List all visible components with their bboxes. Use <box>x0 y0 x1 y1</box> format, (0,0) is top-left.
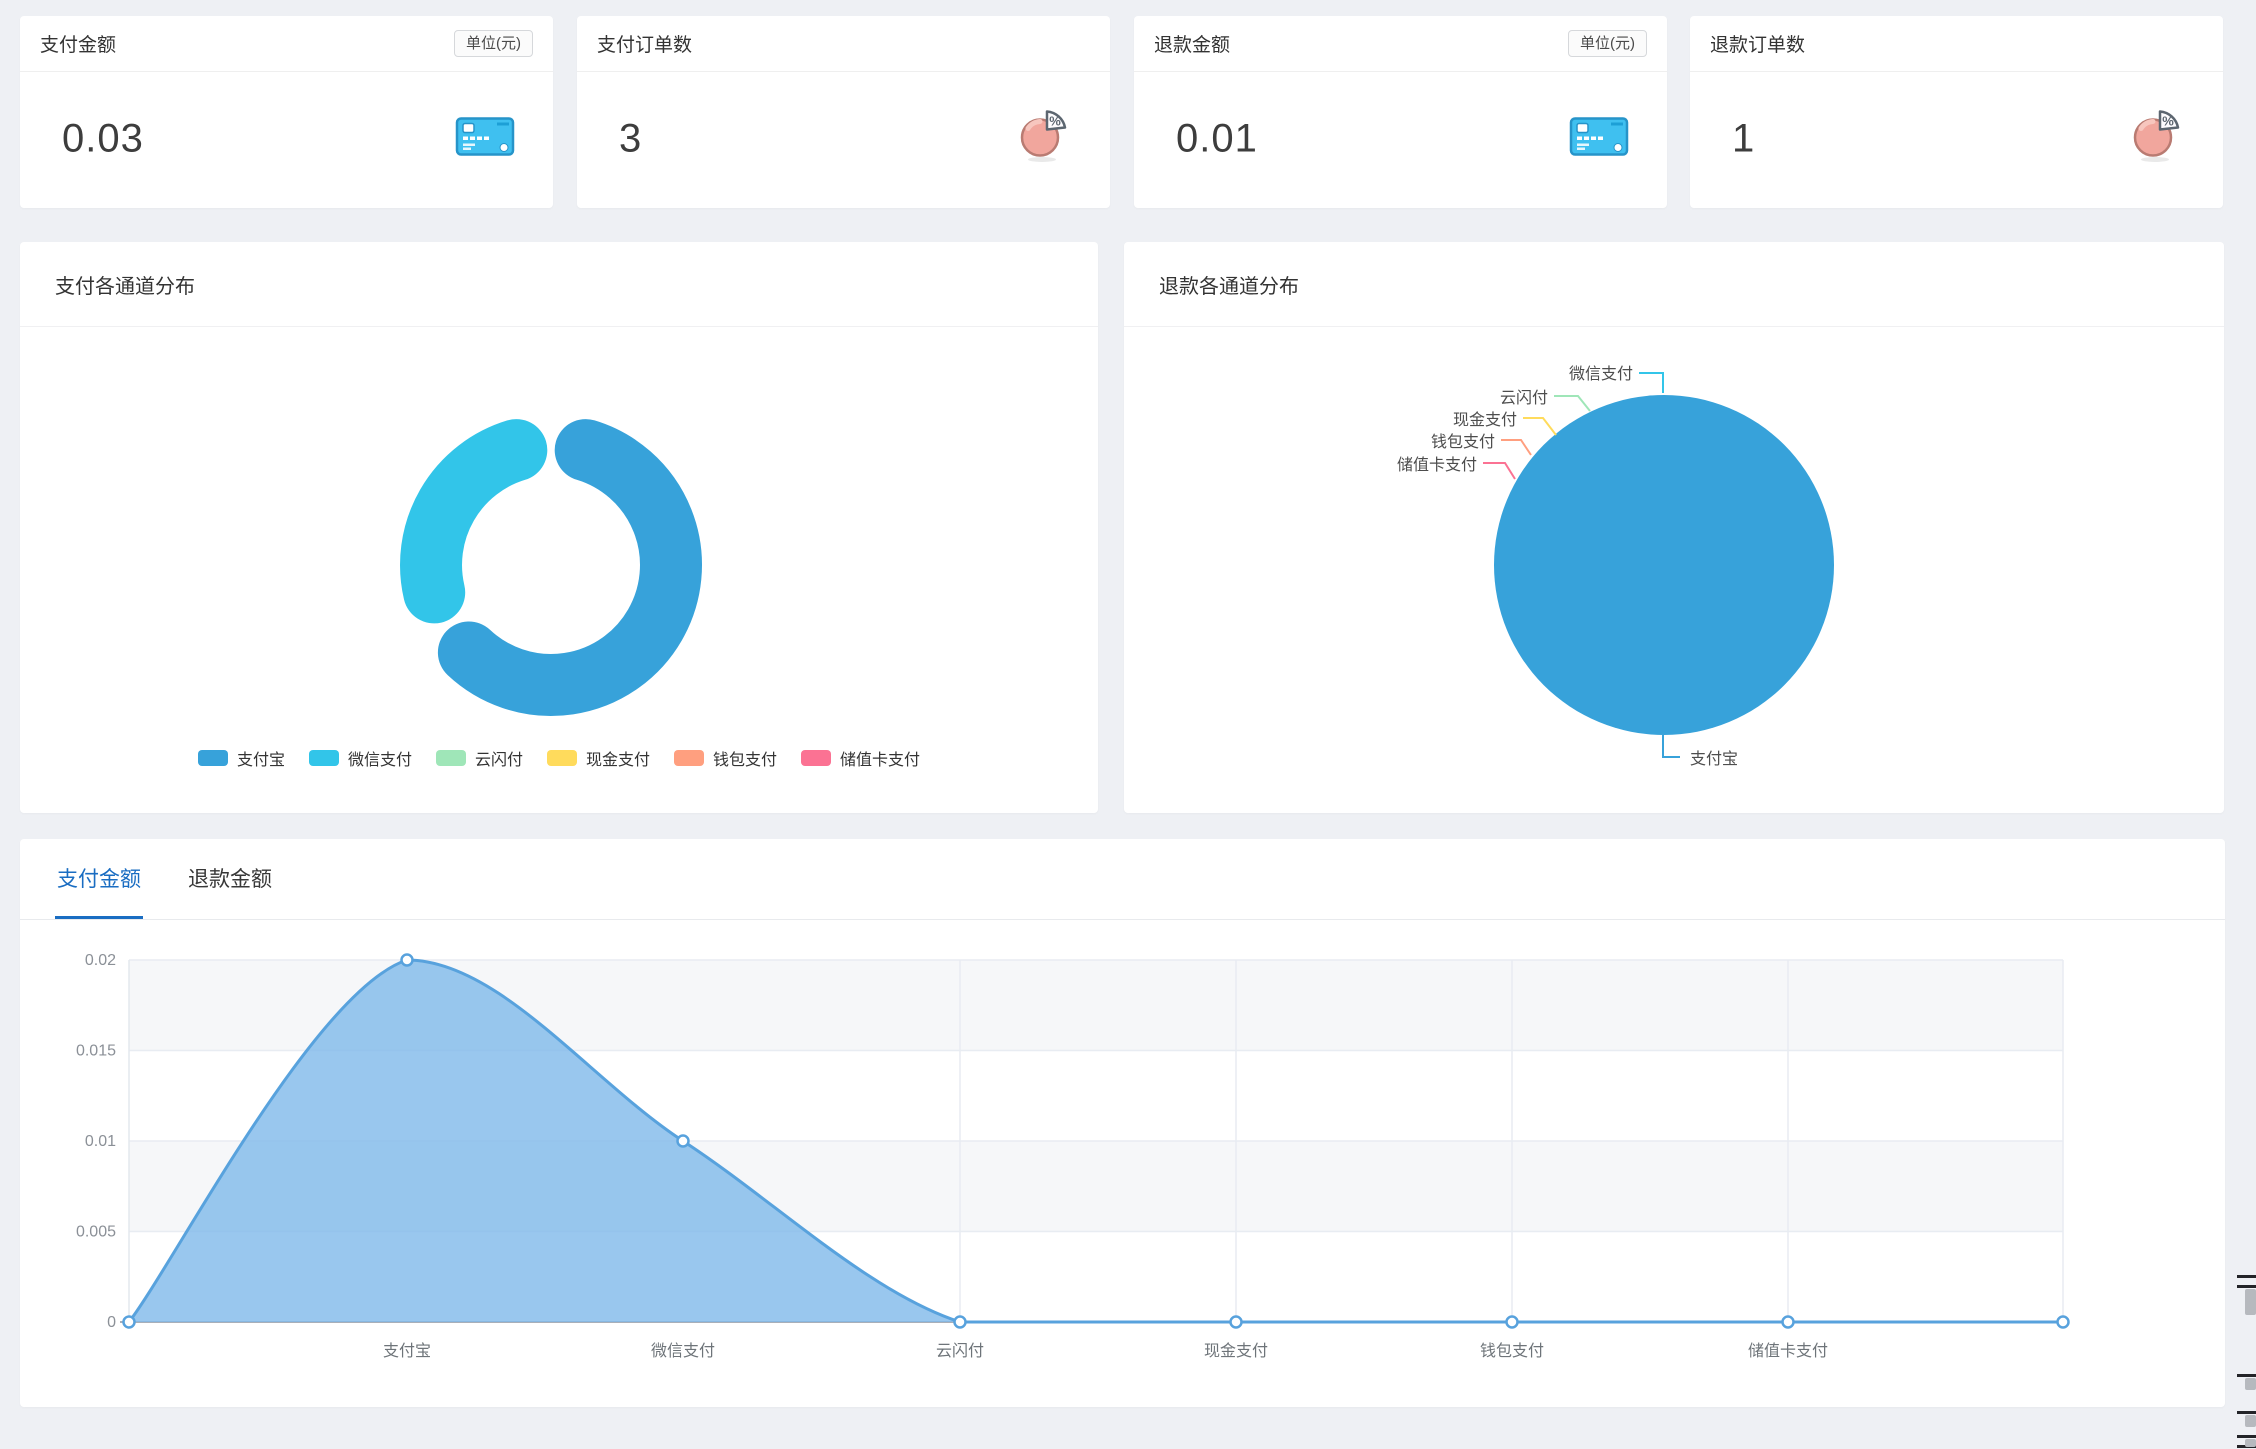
x-gridlines <box>959 960 2064 1322</box>
stat-card-payment-orders: 支付订单数 3 % <box>577 16 1110 208</box>
stat-card-body: 3 % <box>577 72 1110 206</box>
legend-swatch <box>547 750 577 766</box>
data-point-markers <box>122 953 2070 1329</box>
stat-title: 支付金额 <box>40 35 117 56</box>
legend-label: 支付宝 <box>236 752 285 769</box>
y-axis-labels: 0.02 0.015 0.01 0.005 0 <box>76 952 116 1331</box>
section-title: 支付各通道分布 <box>55 275 195 298</box>
donut-chart-svg <box>400 419 702 716</box>
leader-line-wechat <box>1639 372 1664 393</box>
legend-swatch <box>674 750 705 766</box>
stat-value: 0.01 <box>1176 116 1258 161</box>
trend-tabbar: 支付金额 退款金额 <box>20 839 2225 920</box>
stat-card-body: 0.01 <box>1134 72 1667 206</box>
legend-label: 现金支付 <box>586 752 651 769</box>
legend-swatch <box>197 750 228 766</box>
bank-card-icon <box>455 116 515 163</box>
legend-label: 钱包支付 <box>713 752 778 769</box>
svg-text:%: % <box>2162 114 2174 129</box>
pie-percent-icon: % <box>1018 109 1072 170</box>
pie-chart-svg: 微信支付 云闪付 现金支付 钱包支付 储值卡支付 支付宝 <box>1397 365 1834 768</box>
stat-card-body: 0.03 <box>20 72 553 206</box>
x-tick: 云闪付 <box>936 1342 984 1360</box>
tab-refund-amount[interactable]: 退款金额 <box>188 868 272 891</box>
area-series-line <box>127 958 2063 1324</box>
stat-card-payment-amount: 支付金额 单位(元) 0.03 <box>20 16 553 208</box>
svg-text:%: % <box>1049 114 1061 129</box>
pie-percent-icon: % <box>2131 109 2185 170</box>
legend-item-alipay[interactable]: 支付宝 <box>197 746 285 770</box>
leader-line-cash <box>1523 417 1557 436</box>
x-tick: 储值卡支付 <box>1748 1342 1828 1360</box>
legend-item-cash[interactable]: 现金支付 <box>547 746 650 770</box>
pie-label-alipay: 支付宝 <box>1690 750 1738 768</box>
leader-line-unionpay <box>1554 395 1591 412</box>
y-tick: 0.01 <box>85 1133 116 1150</box>
y-tick: 0.02 <box>85 952 116 969</box>
legend-swatch <box>308 750 339 766</box>
stat-title: 退款金额 <box>1154 35 1231 56</box>
stat-card-body: 1 % <box>1690 72 2223 206</box>
donut-slice-alipay[interactable] <box>437 419 702 716</box>
legend-swatch <box>801 750 832 766</box>
legend-swatch <box>435 750 466 766</box>
screen-edge-artifact <box>2237 1272 2256 1449</box>
stat-card-refund-amount: 退款金额 单位(元) 0.01 <box>1134 16 1667 208</box>
unit-badge: 单位(元) <box>1568 30 1647 57</box>
x-tick: 支付宝 <box>383 1342 431 1360</box>
legend-label: 微信支付 <box>347 752 412 769</box>
stat-value: 0.03 <box>62 116 144 161</box>
pie-label-stored-card: 储值卡支付 <box>1397 456 1477 474</box>
legend-item-wallet[interactable]: 钱包支付 <box>674 746 777 770</box>
leader-line-alipay <box>1662 735 1680 758</box>
leader-line-stored-card <box>1483 462 1516 480</box>
stat-title: 退款订单数 <box>1710 35 1806 56</box>
legend-label: 储值卡支付 <box>840 752 921 769</box>
bank-card-icon <box>1569 116 1629 163</box>
stat-card-refund-orders: 退款订单数 1 % <box>1690 16 2223 208</box>
donut-slice-wechat[interactable] <box>400 419 548 624</box>
stat-card-header: 支付订单数 <box>577 16 1110 72</box>
area-chart-svg: 0.02 0.015 0.01 0.005 0 支付宝 微信支付 云闪付 现金支… <box>76 952 2070 1360</box>
pie-label-cash: 现金支付 <box>1453 411 1517 429</box>
y-tick: 0.005 <box>76 1224 116 1241</box>
x-tick: 钱包支付 <box>1480 1342 1544 1360</box>
pie-label-unionpay: 云闪付 <box>1500 389 1548 407</box>
tab-payment-amount[interactable]: 支付金额 <box>55 863 143 919</box>
refund-distribution-card: 退款各通道分布 微信支付 云闪付 现金支付 钱包支付 储值卡支付 支付宝 <box>1124 242 2224 813</box>
pie-label-wechat: 微信支付 <box>1569 365 1633 383</box>
leader-line-wallet <box>1501 439 1532 456</box>
stat-value: 1 <box>1732 116 1756 161</box>
stat-title: 支付订单数 <box>597 35 693 56</box>
pie-slice-alipay[interactable] <box>1494 395 1834 735</box>
stat-card-header: 退款订单数 <box>1690 16 2223 72</box>
trend-card: 支付金额 退款金额 <box>20 839 2225 1407</box>
payment-distribution-card: 支付各通道分布 支付宝 微信支付 云闪付 <box>20 242 1098 813</box>
x-tick: 微信支付 <box>651 1342 715 1360</box>
area-series-fill <box>129 960 2063 1322</box>
y-tick: 0.015 <box>76 1043 116 1060</box>
stat-value: 3 <box>619 116 643 161</box>
legend-item-stored-card[interactable]: 储值卡支付 <box>801 746 920 770</box>
section-title: 退款各通道分布 <box>1159 275 1299 298</box>
section-header: 支付各通道分布 <box>20 242 1098 327</box>
x-axis-labels: 支付宝 微信支付 云闪付 现金支付 钱包支付 储值卡支付 <box>383 1342 1828 1360</box>
pie-label-wallet: 钱包支付 <box>1431 433 1495 451</box>
stat-card-header: 退款金额 单位(元) <box>1134 16 1667 72</box>
x-tick: 现金支付 <box>1204 1342 1268 1360</box>
legend-label: 云闪付 <box>474 752 523 769</box>
section-header: 退款各通道分布 <box>1124 242 2224 327</box>
y-tick: 0 <box>107 1314 116 1331</box>
unit-badge: 单位(元) <box>454 30 533 57</box>
donut-chart: 支付宝 微信支付 云闪付 现金支付 钱包支付 <box>20 327 1098 812</box>
chart-legend: 支付宝 微信支付 云闪付 现金支付 钱包支付 <box>20 746 1098 770</box>
pie-chart: 微信支付 云闪付 现金支付 钱包支付 储值卡支付 支付宝 <box>1124 327 2224 812</box>
legend-item-wechat[interactable]: 微信支付 <box>308 746 412 770</box>
stat-card-header: 支付金额 单位(元) <box>20 16 553 72</box>
legend-item-unionpay[interactable]: 云闪付 <box>435 746 523 770</box>
